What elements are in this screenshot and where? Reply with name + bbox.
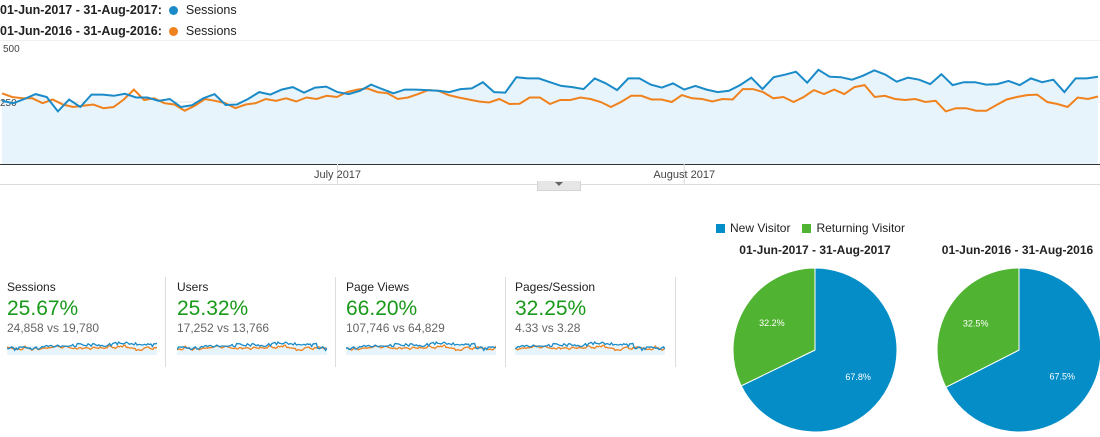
metric-users[interactable]: Users 25.32% 17,252 vs 13,766 xyxy=(177,277,337,367)
metric-compare: 4.33 vs 3.28 xyxy=(515,321,581,335)
y-tick-label: 250 xyxy=(0,98,17,109)
series-line-2016[interactable] xyxy=(1,84,1099,113)
metric-compare: 107,746 vs 64,829 xyxy=(346,321,445,335)
sparkline-area xyxy=(346,346,496,355)
metric-change: 25.32% xyxy=(177,297,249,320)
metric-change: 66.20% xyxy=(346,297,418,320)
metric-change: 25.67% xyxy=(7,297,79,320)
sparkline-area xyxy=(177,346,327,355)
series-line-2017[interactable] xyxy=(1,68,1099,113)
legend-previous-dot-icon xyxy=(168,26,178,36)
legend-previous-period[interactable]: 01-Jun-2016 - 31-Aug-2016: Sessions xyxy=(0,24,237,38)
x-tick-label: August 2017 xyxy=(653,169,715,181)
sparkline-users xyxy=(177,340,327,355)
pie-slice-label: 32.5% xyxy=(963,318,989,328)
legend-previous-range: 01-Jun-2016 - 31-Aug-2016: xyxy=(0,24,162,38)
metric-label: Sessions xyxy=(7,280,56,294)
legend-current-period[interactable]: 01-Jun-2017 - 31-Aug-2017: Sessions xyxy=(0,3,237,17)
chevron-down-icon xyxy=(555,182,563,186)
sparkline-series-2017 xyxy=(515,340,665,352)
pie-legend-label: Returning Visitor xyxy=(816,221,905,235)
metric-label: Pages/Session xyxy=(515,280,596,294)
pie-legend-new-visitor[interactable]: New Visitor xyxy=(716,221,790,235)
sparkline-series-2016 xyxy=(7,344,157,352)
pie-slice-label: 67.8% xyxy=(845,372,871,382)
metric-page-views[interactable]: Page Views 66.20% 107,746 vs 64,829 xyxy=(346,277,506,367)
metric-compare: 24,858 vs 19,780 xyxy=(7,321,100,335)
sparkline-area xyxy=(515,346,665,355)
sparkline-pages-session xyxy=(515,340,665,355)
pie-slice-label: 67.5% xyxy=(1050,372,1076,382)
collapse-chart-toggle[interactable] xyxy=(537,181,581,191)
metric-divider xyxy=(675,277,676,367)
sparkline-page-views xyxy=(346,340,496,355)
pie-slice-label: 32.2% xyxy=(759,318,785,328)
pie-legend-returning-visitor[interactable]: Returning Visitor xyxy=(802,221,905,235)
sparkline-sessions xyxy=(7,340,157,355)
pie-legend-label: New Visitor xyxy=(730,221,791,235)
pie-title-2017: 01-Jun-2017 - 31-Aug-2017 xyxy=(739,243,891,257)
metric-divider xyxy=(165,277,166,367)
legend-previous-series: Sessions xyxy=(185,24,237,38)
pie-slice-new-visitor[interactable] xyxy=(740,267,898,433)
pie-title-2016: 01-Jun-2016 - 31-Aug-2016 xyxy=(941,243,1094,257)
sparkline-series-2017 xyxy=(346,340,496,352)
legend-current-dot-icon xyxy=(168,5,178,15)
metric-label: Users xyxy=(177,280,209,294)
sparkline-series-2016 xyxy=(177,344,327,352)
pie-slice-returning-visitor[interactable] xyxy=(936,267,1020,388)
metric-change: 32.25% xyxy=(515,297,587,320)
sparkline-series-2017 xyxy=(177,340,327,352)
sessions-area-fill xyxy=(2,69,1098,164)
pie-legend: New Visitor Returning Visitor xyxy=(716,221,917,235)
metric-label: Page Views xyxy=(346,280,410,294)
y-tick-label: 500 xyxy=(3,44,20,55)
metric-divider xyxy=(505,277,506,367)
sessions-line-chart[interactable]: 500 250 July 2017 August 2017 xyxy=(0,40,1100,185)
returning-visitor-swatch-icon xyxy=(802,223,812,233)
metric-compare: 17,252 vs 13,766 xyxy=(177,321,270,335)
legend-current-series: Sessions xyxy=(185,3,237,17)
pie-chart-2016[interactable]: 67.5% 32.5% xyxy=(934,265,1100,435)
pie-chart-2017[interactable]: 67.8% 32.2% xyxy=(730,265,900,435)
sparkline-area xyxy=(7,346,157,355)
pie-slice-new-visitor[interactable] xyxy=(945,267,1100,433)
metric-divider xyxy=(335,277,336,367)
new-visitor-swatch-icon xyxy=(716,223,725,233)
legend-current-range: 01-Jun-2017 - 31-Aug-2017: xyxy=(0,3,162,17)
metric-sessions[interactable]: Sessions 25.67% 24,858 vs 19,780 xyxy=(7,277,167,367)
sparkline-series-2017 xyxy=(7,340,157,352)
pie-slice-returning-visitor[interactable] xyxy=(732,267,816,387)
x-tick-label: July 2017 xyxy=(314,169,361,181)
metric-pages-session[interactable]: Pages/Session 32.25% 4.33 vs 3.28 xyxy=(515,277,675,367)
